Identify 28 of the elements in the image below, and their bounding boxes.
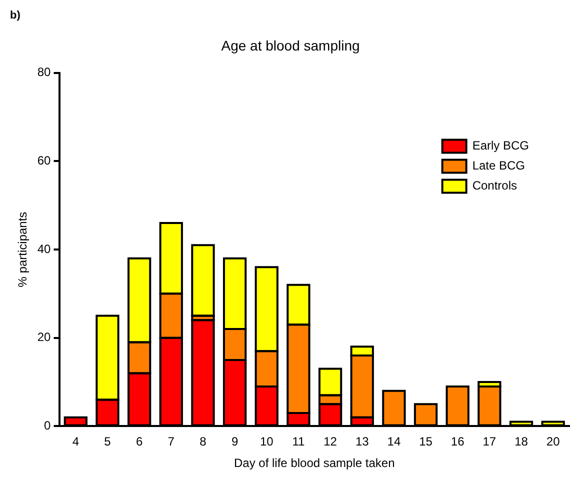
x-tick-label: 7	[168, 434, 175, 449]
x-tick-label: 11	[292, 434, 306, 449]
x-tick-label: 5	[104, 434, 112, 449]
x-tick-label: 14	[387, 434, 401, 449]
y-axis-title: % participants	[16, 212, 30, 288]
x-tick-label: 15	[419, 434, 433, 449]
x-tick-label: 17	[482, 434, 496, 449]
y-tick-label: 80	[37, 65, 52, 80]
x-tick-label: 10	[260, 434, 274, 449]
x-tick-label: 8	[200, 434, 207, 449]
legend-label: Controls	[472, 178, 518, 193]
x-tick-label: 4	[72, 434, 80, 449]
x-tick-label: 20	[546, 434, 560, 449]
text: b)	[10, 10, 21, 22]
x-axis-title: Day of life blood sample taken	[234, 456, 395, 470]
y-tick-label: 60	[37, 153, 52, 168]
x-tick-label: 9	[231, 434, 238, 449]
x-tick-label: 16	[450, 434, 465, 449]
legend-label: Early BCG	[472, 138, 530, 153]
y-tick-label: 40	[37, 242, 52, 256]
x-tick-label: 18	[514, 434, 528, 449]
x-tick-label: 12	[324, 434, 338, 449]
x-tick-label: 6	[136, 434, 143, 449]
chart-title: Age at blood sampling	[221, 37, 360, 54]
y-tick-label: 20	[37, 330, 52, 344]
legend-label: Late BCG	[472, 158, 526, 173]
y-tick-label: 0	[44, 418, 52, 433]
x-tick-label: 13	[355, 434, 370, 449]
